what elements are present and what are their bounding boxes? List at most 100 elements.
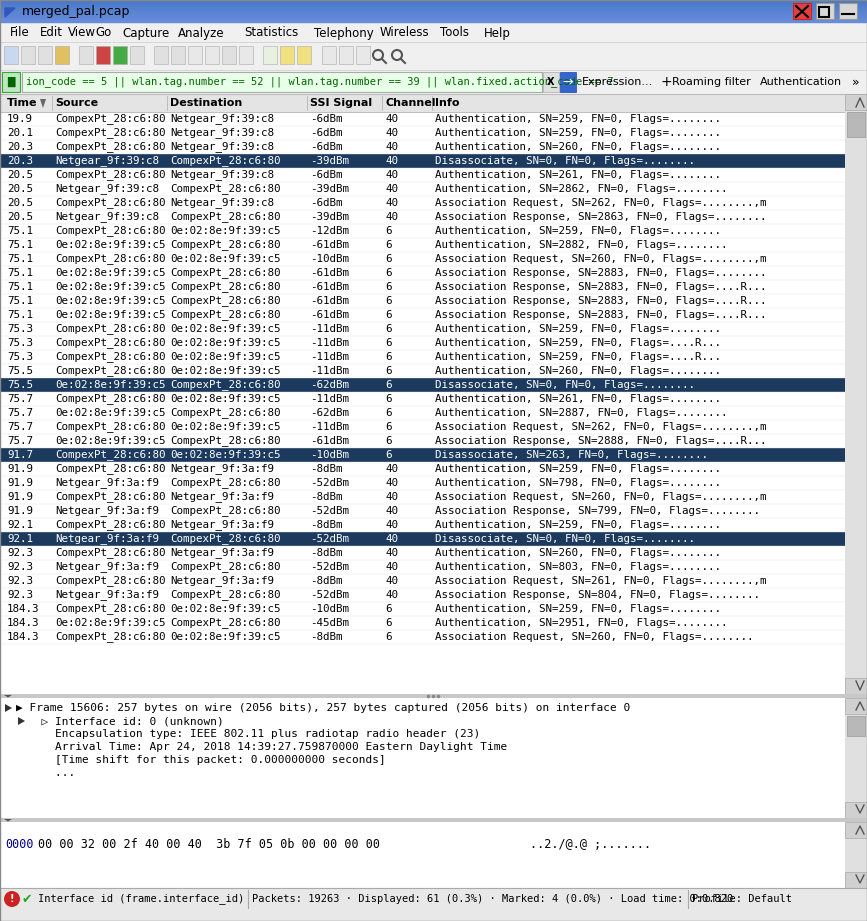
Text: CompexPt_28:c6:80: CompexPt_28:c6:80 (55, 127, 166, 138)
Bar (0, 140, 845, 154)
Text: CompexPt_28:c6:80: CompexPt_28:c6:80 (170, 156, 281, 167)
Text: 20.3: 20.3 (7, 142, 33, 152)
Text: Authentication, SN=2887, FN=0, Flags=........: Authentication, SN=2887, FN=0, Flags=...… (435, 408, 727, 418)
Text: CompexPt_28:c6:80: CompexPt_28:c6:80 (170, 533, 281, 544)
Text: Netgear_9f:3a:f9: Netgear_9f:3a:f9 (55, 589, 159, 600)
Text: 6: 6 (385, 296, 392, 306)
Text: Netgear_9f:39:c8: Netgear_9f:39:c8 (170, 142, 274, 153)
Text: -6dBm: -6dBm (310, 198, 342, 208)
Text: -8dBm: -8dBm (310, 520, 342, 530)
Text: CompexPt_28:c6:80: CompexPt_28:c6:80 (170, 506, 281, 517)
Bar (845, 872, 867, 888)
Text: Netgear_9f:39:c8: Netgear_9f:39:c8 (55, 212, 159, 223)
Text: -52dBm: -52dBm (310, 478, 349, 488)
Text: 6: 6 (385, 310, 392, 320)
Text: Authentication, SN=803, FN=0, Flags=........: Authentication, SN=803, FN=0, Flags=....… (435, 562, 721, 572)
Bar (55, 46, 69, 64)
Bar (0, 602, 845, 616)
Text: ...: ... (28, 768, 75, 778)
Text: 40: 40 (385, 506, 398, 516)
Text: Association Response, SN=2883, FN=0, Flags=....R...: Association Response, SN=2883, FN=0, Fla… (435, 296, 766, 306)
Text: 92.3: 92.3 (7, 576, 33, 586)
Text: 92.3: 92.3 (7, 562, 33, 572)
Text: Association Response, SN=2883, FN=0, Flags=........: Association Response, SN=2883, FN=0, Fla… (435, 268, 766, 278)
Text: Authentication, SN=259, FN=0, Flags=........: Authentication, SN=259, FN=0, Flags=....… (435, 226, 721, 236)
Text: 40: 40 (385, 534, 398, 544)
Text: -11dBm: -11dBm (310, 394, 349, 404)
Text: -6dBm: -6dBm (310, 128, 342, 138)
Bar (845, 94, 867, 110)
Text: »: » (852, 76, 859, 88)
Bar (0, 17, 867, 18)
Text: Association Response, SN=804, FN=0, Flags=........: Association Response, SN=804, FN=0, Flag… (435, 590, 760, 600)
Text: 91.9: 91.9 (7, 478, 33, 488)
Bar (0, 434, 845, 448)
Text: 0000: 0000 (5, 837, 34, 850)
Text: CompexPt_28:c6:80: CompexPt_28:c6:80 (55, 113, 166, 124)
Text: 40: 40 (385, 128, 398, 138)
Bar (816, 3, 834, 19)
Text: -61dBm: -61dBm (310, 240, 349, 250)
Text: Netgear_9f:39:c8: Netgear_9f:39:c8 (170, 197, 274, 208)
Text: Authentication, SN=260, FN=0, Flags=........: Authentication, SN=260, FN=0, Flags=....… (435, 366, 721, 376)
Bar (0, 5, 867, 6)
Bar (22, 72, 542, 92)
Text: Authentication, SN=259, FN=0, Flags=........: Authentication, SN=259, FN=0, Flags=....… (435, 324, 721, 334)
Text: 184.3: 184.3 (7, 618, 40, 628)
Text: CompexPt_28:c6:80: CompexPt_28:c6:80 (55, 338, 166, 348)
Text: CompexPt_28:c6:80: CompexPt_28:c6:80 (170, 212, 281, 223)
Text: →: → (563, 76, 573, 88)
Text: CompexPt_28:c6:80: CompexPt_28:c6:80 (55, 393, 166, 404)
Text: 6: 6 (385, 632, 392, 642)
Text: 40: 40 (385, 590, 398, 600)
Text: Authentication, SN=260, FN=0, Flags=........: Authentication, SN=260, FN=0, Flags=....… (435, 142, 721, 152)
Bar (0, 224, 845, 238)
Text: 0e:02:8e:9f:39:c5: 0e:02:8e:9f:39:c5 (55, 380, 166, 390)
Bar (819, 7, 829, 17)
Bar (38, 46, 52, 64)
Bar (0, 588, 845, 602)
Text: -11dBm: -11dBm (310, 422, 349, 432)
Text: 6: 6 (385, 380, 392, 390)
Text: Go: Go (95, 27, 111, 40)
Text: 0e:02:8e:9f:39:c5: 0e:02:8e:9f:39:c5 (55, 436, 166, 446)
Bar (0, 822, 845, 888)
Text: █: █ (7, 76, 15, 87)
Bar (793, 3, 811, 19)
Text: CompexPt_28:c6:80: CompexPt_28:c6:80 (55, 253, 166, 264)
Text: -10dBm: -10dBm (310, 254, 349, 264)
Bar (0, 70, 867, 94)
Text: Authentication, SN=259, FN=0, Flags=........: Authentication, SN=259, FN=0, Flags=....… (435, 114, 721, 124)
Text: 20.5: 20.5 (7, 198, 33, 208)
Text: -52dBm: -52dBm (310, 506, 349, 516)
Text: 0e:02:8e:9f:39:c5: 0e:02:8e:9f:39:c5 (55, 240, 166, 250)
Bar (2, 72, 20, 92)
Text: -11dBm: -11dBm (310, 324, 349, 334)
Bar (0, 392, 845, 406)
Bar (0, 42, 867, 70)
Bar (239, 46, 253, 64)
Text: ▶ Frame 15606: 257 bytes on wire (2056 bits), 257 bytes captured (2056 bits) on : ▶ Frame 15606: 257 bytes on wire (2056 b… (16, 703, 630, 713)
Text: -61dBm: -61dBm (310, 436, 349, 446)
Bar (113, 46, 127, 64)
Text: 91.7: 91.7 (7, 450, 33, 460)
Text: Netgear_9f:3a:f9: Netgear_9f:3a:f9 (55, 478, 159, 488)
Text: -11dBm: -11dBm (310, 366, 349, 376)
Text: 0e:02:8e:9f:39:c5: 0e:02:8e:9f:39:c5 (170, 632, 281, 642)
Bar (845, 698, 867, 714)
Text: ion_code == 5 || wlan.tag.number == 52 || wlan.tag.number == 39 || wlan.fixed.ac: ion_code == 5 || wlan.tag.number == 52 |… (26, 76, 614, 87)
Text: 92.3: 92.3 (7, 548, 33, 558)
Bar (0, 126, 845, 140)
Bar (0, 280, 845, 294)
Text: -62dBm: -62dBm (310, 408, 349, 418)
Bar (0, 350, 845, 364)
Text: Destination: Destination (170, 98, 242, 108)
Text: 75.5: 75.5 (7, 366, 33, 376)
Text: 6: 6 (385, 436, 392, 446)
Bar (0, 22, 867, 42)
Text: 0e:02:8e:9f:39:c5: 0e:02:8e:9f:39:c5 (170, 226, 281, 236)
Text: Netgear_9f:39:c8: Netgear_9f:39:c8 (170, 169, 274, 181)
Bar (0, 476, 845, 490)
Text: 6: 6 (385, 366, 392, 376)
Polygon shape (5, 704, 12, 712)
